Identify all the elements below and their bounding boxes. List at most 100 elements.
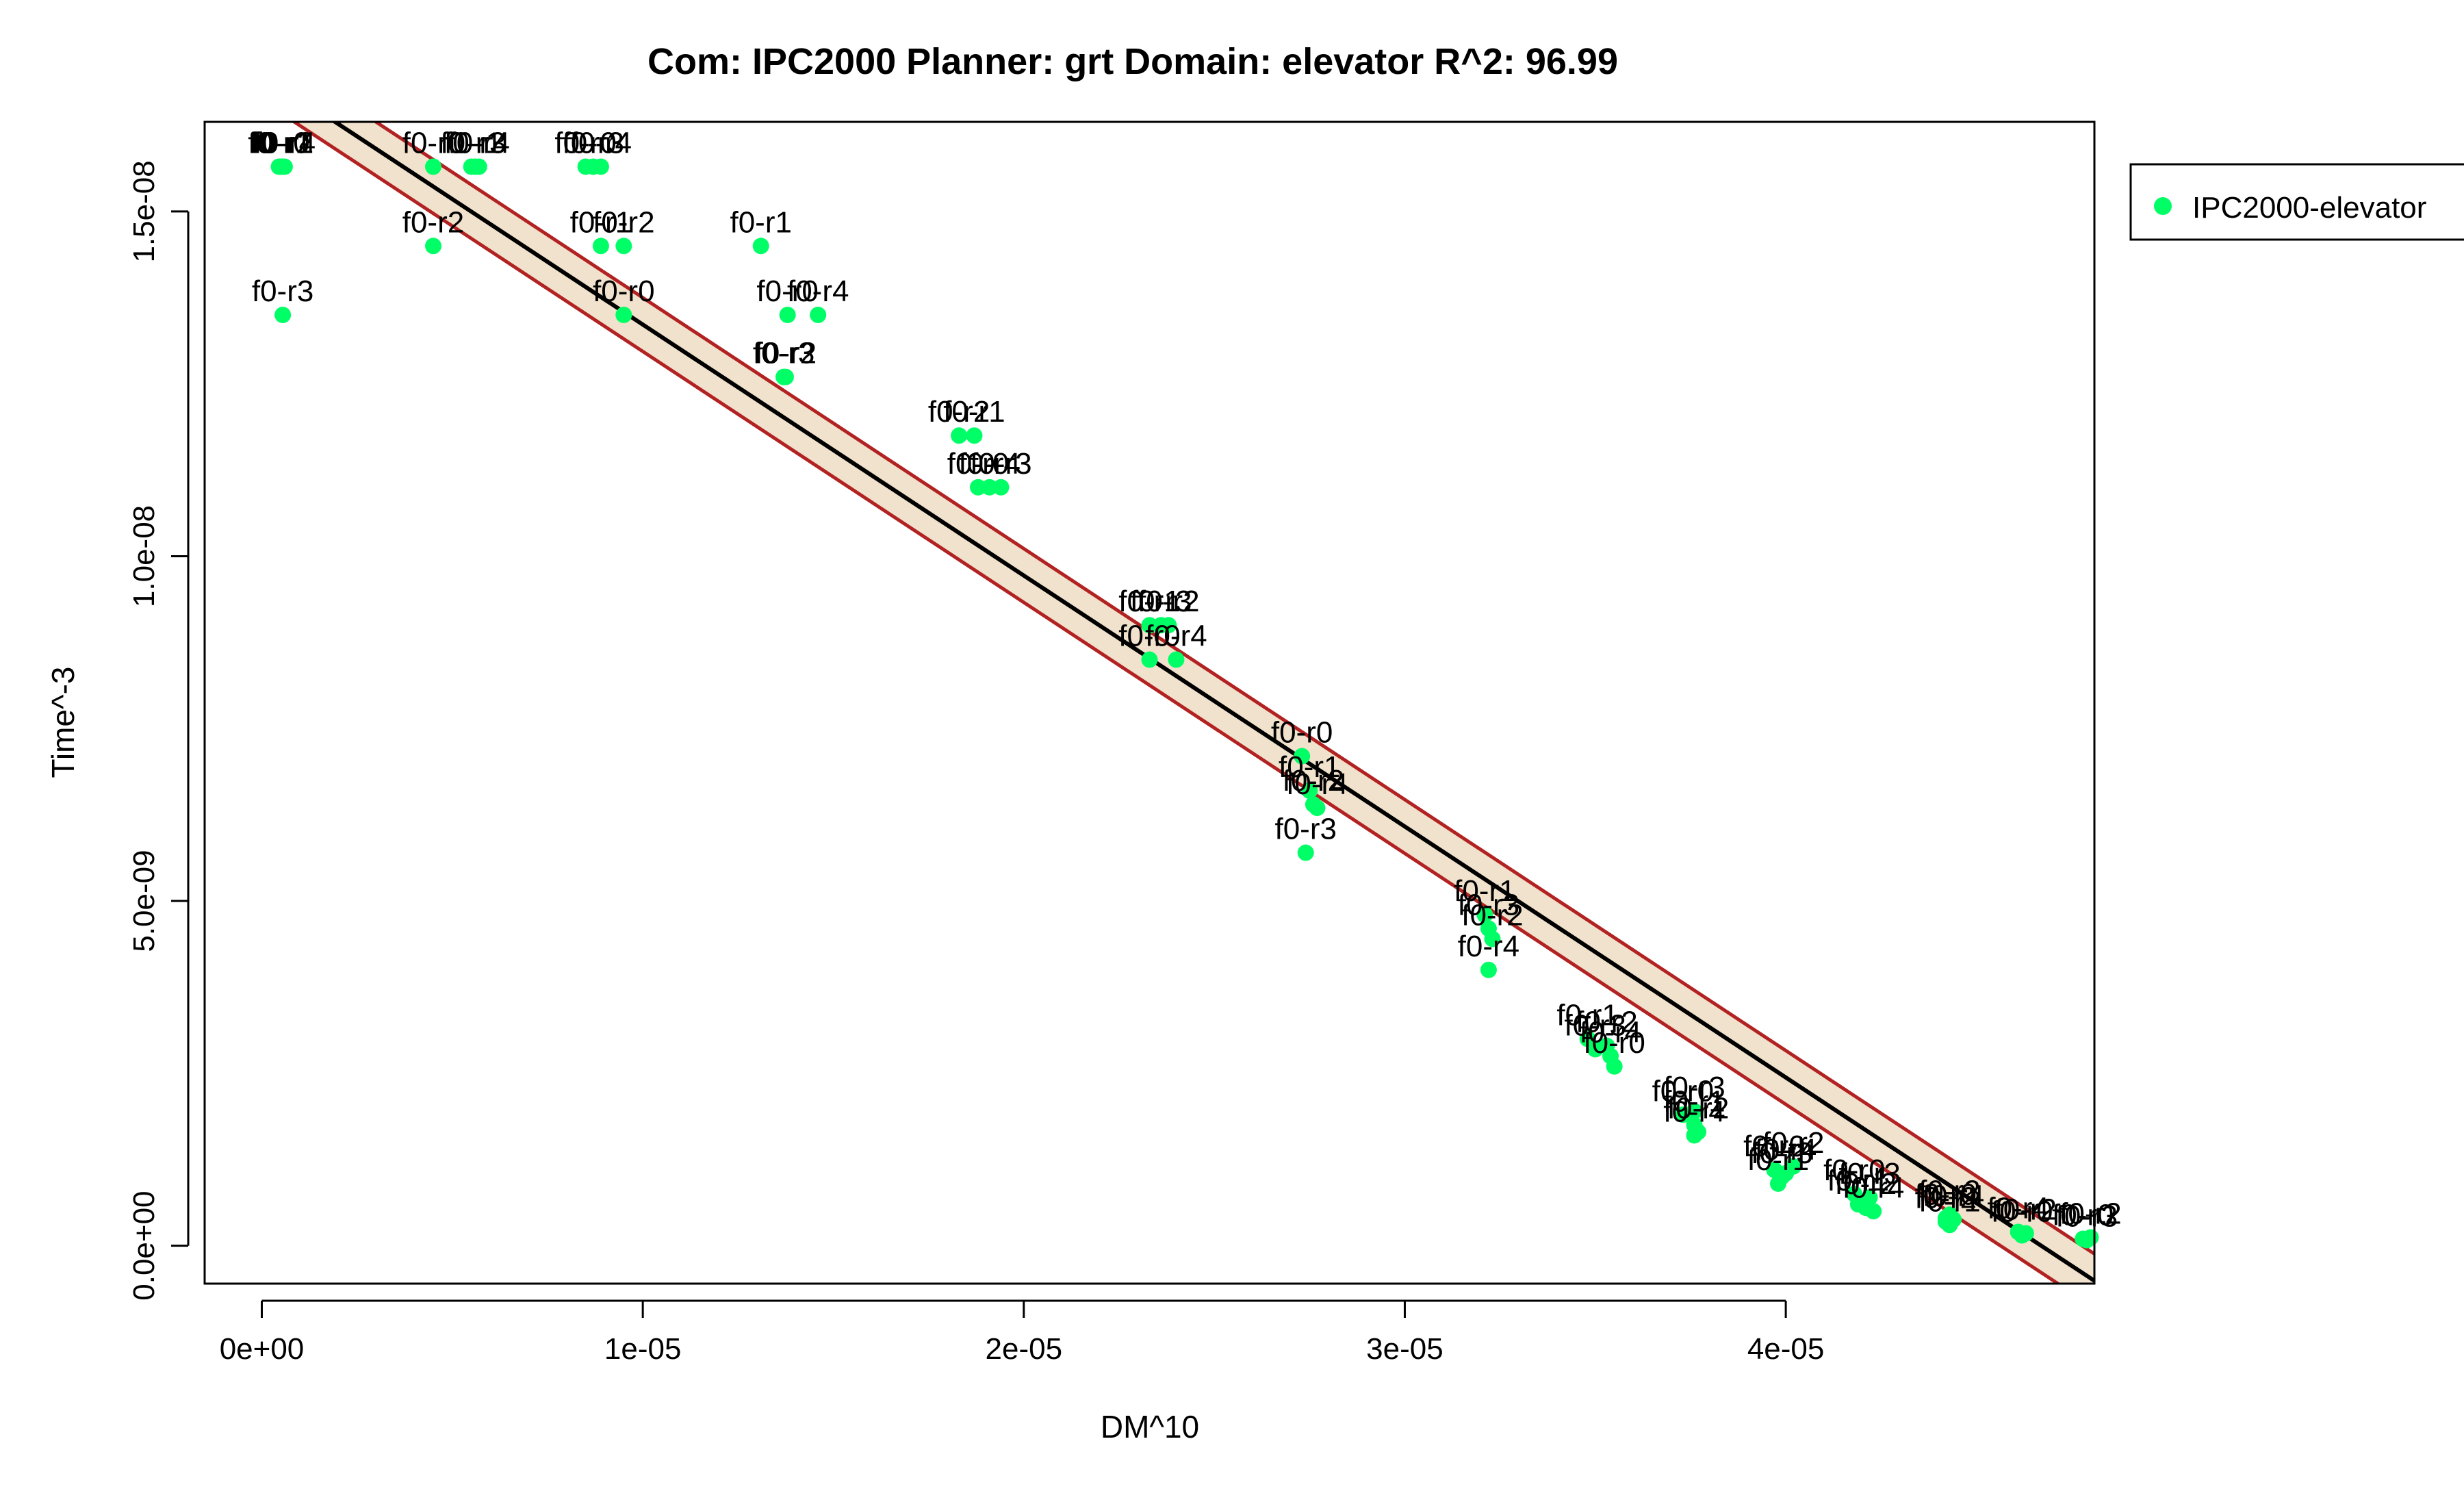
data-point [992, 479, 1010, 496]
data-label: f0-r2 [755, 337, 817, 370]
data-label: f0-r4 [787, 275, 849, 308]
data-point [752, 238, 769, 255]
data-point [966, 427, 983, 444]
data-point [777, 368, 794, 385]
data-label: f0-r0 [248, 126, 309, 160]
data-label: f0-r2 [252, 126, 313, 160]
data-label: f0-r0 [554, 126, 616, 160]
data-label: f0-r2 [1138, 585, 1199, 618]
x-axis: 0e+00 1e-05 2e-05 3e-05 4e-05 [220, 1299, 1825, 1366]
data-point [615, 306, 632, 323]
data-point [1297, 844, 1314, 861]
data-label: f0-r3 [2056, 1200, 2118, 1234]
data-label: f0-r1 [1747, 1143, 1809, 1177]
data-label: f0-r3 [970, 447, 1031, 481]
data-point [1294, 748, 1311, 765]
data-label: f0-r3 [1838, 1157, 1900, 1191]
data-label: f0-r2 [1762, 1126, 1824, 1160]
data-label: f0-r4 [1458, 930, 1519, 963]
data-label: f0-r2 [1576, 1006, 1637, 1039]
data-label: f0-r0 [1823, 1154, 1885, 1187]
data-label: f0-r3 [1918, 1174, 1980, 1208]
x-tick-label: 2e-05 [986, 1332, 1063, 1366]
data-label: f0-r3 [1565, 1009, 1626, 1043]
data-label: f0-r3 [252, 275, 313, 308]
data-label: f0-r3 [1130, 585, 1192, 618]
data-label: f0-r4 [1755, 1133, 1817, 1167]
x-tick-label: 1e-05 [604, 1332, 682, 1366]
x-tick-label: 0e+00 [220, 1332, 305, 1366]
data-label: f0-r1 [1827, 1164, 1889, 1197]
data-label: f0-r1 [1279, 750, 1340, 784]
data-label: f0-r3 [1751, 1136, 1812, 1170]
y-tick-label: 0.0e+00 [127, 1191, 161, 1300]
data-point [424, 158, 441, 175]
data-point [1769, 1175, 1786, 1192]
point-labels: f0-r0f0-r1f0-r2f0-r4f0-r3f0-r0f0-r1f0-r3… [248, 126, 2121, 1233]
data-point [1602, 1047, 1619, 1065]
data-label: f0-r1 [943, 395, 1005, 429]
data-point [615, 238, 632, 255]
data-point [1484, 930, 1501, 947]
data-label: f0-r3 [1458, 888, 1519, 921]
data-label: f0-r2 [1995, 1193, 2057, 1226]
data-label: f0-r0 [1583, 1026, 1645, 1060]
data-label: f0-r0 [593, 275, 654, 308]
legend-box [2129, 163, 2464, 241]
data-label: f0-r2 [1667, 1091, 1729, 1125]
data-point [1301, 782, 1318, 799]
data-label: f0-r3 [1663, 1071, 1725, 1104]
data-label: f0-r4 [1580, 1016, 1641, 1049]
data-label: f0-r0 [1743, 1130, 1805, 1163]
data-label: f0-r1 [730, 205, 791, 239]
data-point [1690, 1123, 1707, 1141]
data-label: f0-r0 [947, 447, 1009, 481]
data-point [981, 479, 998, 496]
data-label: f0-r2 [2059, 1197, 2121, 1231]
data-point [1141, 617, 1158, 634]
legend: IPC2000-elevator [2129, 163, 2464, 241]
y-tick-label: 5.0e-09 [127, 850, 161, 952]
data-label: f0-r3 [1274, 813, 1336, 846]
data-label: f0-r0 [402, 126, 464, 160]
data-label: f0-r4 [1286, 767, 1348, 801]
data-label: f0-r2 [928, 395, 990, 429]
data-point [592, 158, 609, 175]
data-label: f0-r0 [1991, 1195, 2053, 1229]
y-tick-label: 1.5e-08 [127, 160, 161, 262]
legend-label: IPC2000-elevator [2192, 191, 2426, 225]
data-label: f0-r4 [1843, 1171, 1904, 1204]
data-point [592, 238, 609, 255]
data-label: f0-r2 [593, 205, 654, 239]
data-label: f0-r0 [1652, 1074, 1714, 1108]
x-tick-label: 4e-05 [1747, 1332, 1825, 1366]
data-label: f0-r3 [753, 337, 814, 370]
chart-title: Com: IPC2000 Planner: grt Domain: elevat… [647, 41, 1618, 82]
y-tick-label: 1.0e-08 [127, 505, 161, 607]
data-point [810, 306, 827, 323]
data-label: f0-r0 [1271, 716, 1333, 750]
data-label: f0-r4 [1923, 1179, 1984, 1212]
data-point [1480, 961, 1497, 978]
confidence-band [294, 122, 2094, 1284]
data-label: f0-r4 [448, 126, 510, 160]
plot-frame [203, 120, 2096, 1285]
data-point [1686, 1103, 1703, 1120]
x-tick-label: 3e-05 [1366, 1332, 1443, 1366]
data-point [276, 158, 293, 175]
data-label: f0-r0 [1118, 620, 1180, 653]
data-point [970, 479, 987, 496]
data-label: f0-r1 [570, 205, 632, 239]
data-label: f0-r1 [1454, 874, 1515, 908]
data-label: f0-r3 [563, 126, 624, 160]
data-label: f0-r4 [1987, 1191, 2049, 1225]
data-label: f0-r1 [1663, 1084, 1725, 1118]
band-lower-edge [291, 122, 2062, 1284]
data-label: f0-r0 [2052, 1199, 2114, 1232]
data-label: f0-r4 [254, 126, 316, 160]
data-label: f0-r0 [756, 275, 818, 308]
data-point [470, 158, 487, 175]
data-point [1160, 617, 1177, 634]
data-label: f0-r1 [1556, 998, 1618, 1032]
